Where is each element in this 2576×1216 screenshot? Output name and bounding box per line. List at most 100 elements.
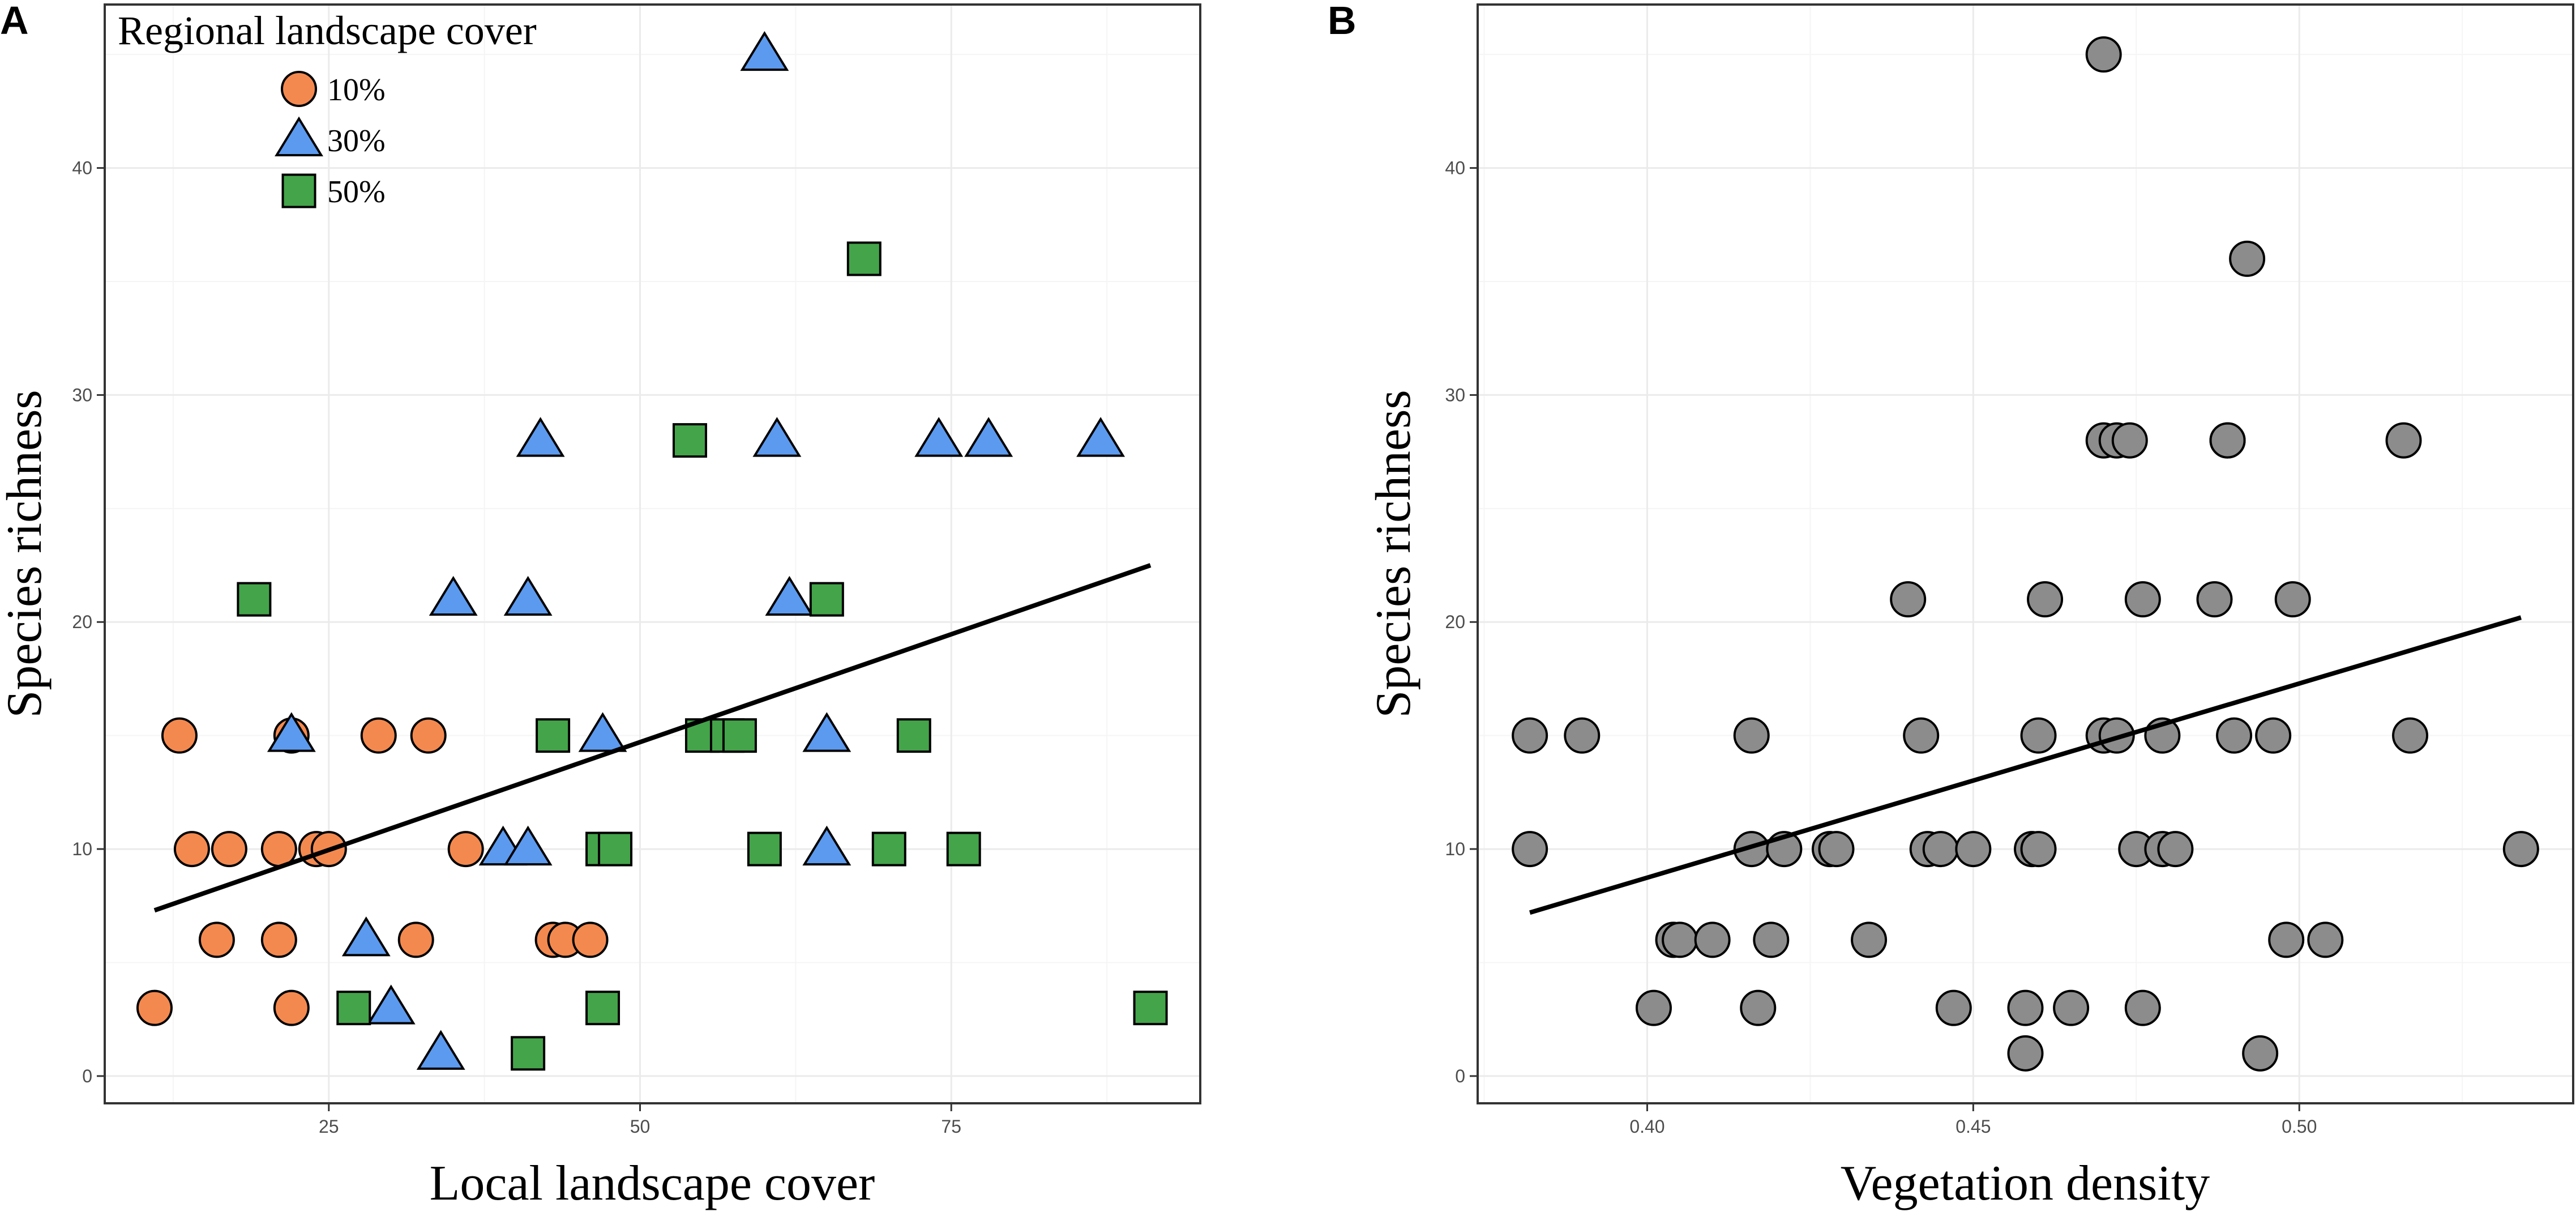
data-point (397, 921, 434, 958)
data-point (946, 831, 981, 867)
y-tick-label: 20 (1445, 612, 1465, 632)
data-point (416, 1030, 465, 1070)
data-point (585, 991, 621, 1026)
y-tick-label: 10 (1445, 839, 1465, 859)
data-point (2157, 831, 2194, 868)
data-point (964, 417, 1013, 457)
data-point (429, 575, 478, 616)
legend-label: 50% (327, 174, 386, 210)
data-point (846, 241, 882, 276)
plot-frame (104, 3, 1201, 1104)
data-point (1512, 831, 1548, 868)
data-point (511, 1036, 546, 1071)
data-point (1922, 831, 1959, 868)
data-point (2255, 717, 2292, 754)
data-point (896, 718, 931, 753)
data-point (536, 718, 571, 753)
data-point (740, 31, 789, 71)
data-point (211, 831, 247, 868)
x-axis-title: Vegetation density (1841, 1156, 2210, 1211)
y-tick-label: 20 (72, 612, 92, 632)
x-tick-label: 0.50 (2282, 1116, 2317, 1137)
data-point (2027, 581, 2064, 618)
data-point (260, 921, 297, 958)
series-30pct (267, 31, 1126, 1070)
data-point (2385, 422, 2422, 459)
x-tick-label: 25 (319, 1116, 339, 1137)
data-point (1635, 989, 1672, 1026)
panel-label: B (1328, 0, 1357, 42)
data-point (2020, 831, 2057, 868)
panel-b: 0.40 0.45 0.50 0 10 20 30 40 Vegetation density S… (1328, 0, 2574, 1211)
data-point (2124, 989, 2161, 1026)
data-point (1818, 831, 1855, 868)
data-point (336, 991, 371, 1026)
data-point (1903, 717, 1940, 754)
data-point (1133, 991, 1168, 1026)
data-point (2196, 581, 2233, 618)
data-point (578, 712, 627, 752)
data-point (173, 831, 210, 868)
data-point (516, 417, 565, 457)
data-point (360, 717, 397, 754)
data-point (914, 417, 964, 457)
y-tick-label: 30 (72, 385, 92, 405)
series-50pct (237, 241, 1168, 1071)
data-point (1890, 581, 1927, 618)
data-point (198, 921, 235, 958)
y-tick-label: 0 (1455, 1066, 1465, 1086)
data-point (572, 921, 609, 958)
y-tick-label: 10 (72, 839, 92, 859)
trend-line (1529, 615, 2522, 915)
data-point (1851, 921, 1888, 958)
x-tick-label: 0.45 (1955, 1116, 1991, 1137)
data-point (2242, 1035, 2279, 1072)
data-point (267, 712, 316, 752)
legend-label: 30% (327, 123, 386, 159)
data-point (747, 831, 782, 867)
data-point (1076, 417, 1126, 457)
data-point (2020, 717, 2057, 754)
data-point (237, 582, 272, 617)
data-point (1694, 921, 1731, 958)
data-point (2229, 240, 2266, 277)
legend-title: Regional landscape cover (118, 8, 537, 53)
data-point (752, 417, 802, 457)
data-point (1512, 717, 1548, 754)
data-point (273, 989, 310, 1026)
axes: 25 50 75 0 10 20 30 40 (72, 158, 961, 1137)
data-point (2111, 422, 2148, 459)
y-axis-title: Species richness (1366, 390, 1421, 718)
data-point (410, 717, 447, 754)
data-point (366, 984, 416, 1025)
data-point (2007, 1035, 2044, 1072)
data-point (802, 825, 851, 866)
data-point (1662, 921, 1698, 958)
x-tick-label: 75 (941, 1116, 961, 1137)
legend-key-square (281, 173, 316, 208)
plot-frame (1477, 3, 2574, 1104)
legend-key-circle (281, 71, 317, 107)
data-point (1740, 989, 1777, 1026)
series-sites (1512, 36, 2539, 1072)
data-point (2216, 717, 2253, 754)
data-point (2274, 581, 2311, 618)
x-axis-title: Local landscape cover (430, 1156, 875, 1211)
data-point (136, 989, 173, 1026)
data-point (2085, 36, 2122, 73)
y-axis-title: Species richness (0, 390, 52, 718)
data-point (1935, 989, 1972, 1026)
gridlines (1478, 5, 2573, 1103)
data-point (447, 831, 484, 868)
panel-a: 25 50 75 0 10 20 30 40 Local landscape cover Spec… (0, 0, 1201, 1211)
data-point (2007, 989, 2044, 1026)
data-point (809, 582, 844, 617)
data-point (722, 718, 757, 753)
y-tick-label: 0 (82, 1066, 92, 1086)
data-point (503, 575, 553, 616)
legend-label: 10% (327, 72, 386, 108)
y-tick-label: 40 (72, 158, 92, 178)
data-point (1955, 831, 1992, 868)
data-point (765, 575, 814, 616)
data-point (1564, 717, 1601, 754)
